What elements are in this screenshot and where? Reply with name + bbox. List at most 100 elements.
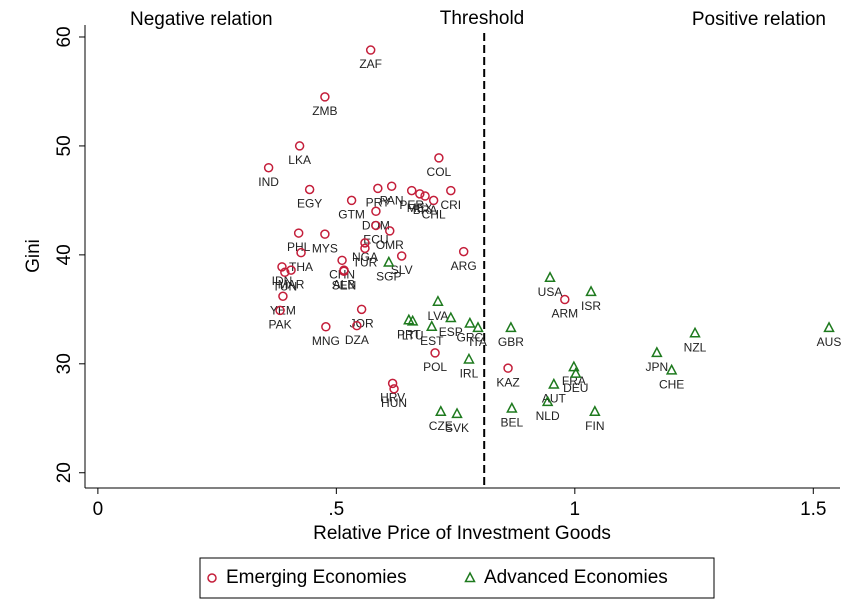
- data-point: [463, 352, 475, 364]
- annotation: Positive relation: [692, 9, 826, 30]
- point-label: GBR: [498, 335, 524, 349]
- data-point: [415, 189, 425, 199]
- point-label: CRI: [440, 198, 461, 212]
- legend-label: Emerging Economies: [226, 567, 407, 588]
- data-point: [356, 304, 367, 315]
- point-label: LKA: [288, 153, 311, 167]
- data-point: [277, 262, 287, 272]
- data-point: [560, 294, 570, 305]
- point-label: CHL: [422, 208, 446, 222]
- data-point: [434, 153, 444, 163]
- point-label: ISR: [581, 299, 601, 313]
- data-point: [275, 305, 285, 316]
- point-label: SEN: [332, 278, 357, 292]
- data-point: [339, 265, 349, 275]
- point-label: ESP: [439, 325, 463, 339]
- point-label: AUS: [817, 335, 842, 349]
- point-label: NLD: [536, 409, 560, 423]
- point-label: PER: [399, 198, 424, 212]
- data-point: [503, 363, 513, 373]
- annotation: Negative relation: [130, 9, 273, 30]
- point-label: IRL: [460, 367, 479, 381]
- x-tick-label: 0: [93, 499, 104, 520]
- data-point: [445, 311, 457, 323]
- data-point: [505, 321, 517, 333]
- point-label: PRT: [397, 327, 421, 341]
- data-point: [278, 291, 288, 302]
- data-point: [304, 184, 315, 195]
- data-point: [451, 407, 463, 419]
- data-point: [373, 183, 383, 194]
- point-label: ZMB: [312, 104, 337, 118]
- point-label: NZL: [684, 340, 707, 354]
- data-point: [435, 405, 447, 416]
- data-point: [446, 185, 456, 196]
- data-point: [360, 238, 370, 248]
- data-point: [286, 265, 296, 275]
- point-label: EST: [420, 334, 444, 348]
- annotation: Threshold: [440, 8, 525, 29]
- data-point: [428, 195, 439, 206]
- y-tick-label: 40: [54, 244, 75, 265]
- point-label: JOR: [350, 317, 374, 331]
- data-point: [823, 321, 835, 333]
- data-point: [472, 321, 484, 333]
- x-tick-label: 1: [570, 499, 581, 520]
- point-label: ITA: [469, 335, 487, 349]
- data-point: [506, 401, 518, 413]
- y-tick-label: 50: [54, 135, 75, 156]
- point-label: FIN: [585, 419, 604, 433]
- data-point: [321, 322, 331, 332]
- data-point: [346, 195, 357, 206]
- point-label: DEU: [563, 381, 588, 395]
- data-point: [263, 162, 274, 173]
- point-label: TUN: [273, 279, 298, 293]
- point-label: USA: [538, 285, 563, 299]
- point-label: CZE: [429, 419, 453, 433]
- data-point: [406, 185, 417, 196]
- point-label: EGY: [297, 197, 322, 211]
- point-label: BRA: [413, 203, 438, 217]
- y-tick-label: 60: [54, 26, 75, 47]
- y-tick-label: 30: [54, 353, 75, 374]
- point-label: GTM: [338, 208, 365, 222]
- point-label: ARM: [551, 307, 578, 321]
- point-label: BEL: [501, 416, 524, 430]
- data-point: [570, 367, 582, 378]
- point-label: NGA: [352, 250, 378, 264]
- point-label: DZA: [345, 333, 369, 347]
- point-label: MAR: [278, 277, 305, 291]
- data-point: [352, 320, 362, 331]
- x-tick-label: .5: [328, 499, 344, 520]
- point-label: TUR: [353, 256, 378, 270]
- data-point: [386, 181, 397, 191]
- x-tick-label: 1.5: [800, 499, 826, 520]
- y-axis-title: Gini: [23, 239, 44, 273]
- data-point: [665, 363, 678, 375]
- data-point: [585, 285, 597, 297]
- data-point: [432, 295, 444, 306]
- point-label: PRY: [366, 196, 390, 210]
- data-point: [293, 228, 304, 238]
- point-label: SLV: [391, 263, 413, 277]
- data-point: [280, 267, 290, 278]
- data-point: [365, 45, 376, 55]
- point-label: KAZ: [496, 375, 519, 389]
- data-point: [689, 326, 701, 338]
- data-point: [320, 92, 330, 102]
- point-label: MYS: [312, 241, 338, 255]
- legend-box: [199, 557, 715, 599]
- point-label: JPN: [646, 360, 669, 374]
- data-point: [458, 246, 469, 257]
- point-label: HRV: [380, 391, 405, 405]
- point-label: CHE: [659, 378, 684, 392]
- point-label: AUT: [542, 392, 567, 406]
- point-label: IDN: [272, 274, 293, 288]
- point-label: ZAF: [359, 57, 382, 71]
- data-point: [337, 255, 347, 266]
- data-point: [294, 141, 305, 151]
- point-label: PAN: [380, 193, 404, 207]
- data-point: [568, 360, 580, 372]
- data-point: [296, 247, 306, 258]
- data-point: [371, 206, 381, 217]
